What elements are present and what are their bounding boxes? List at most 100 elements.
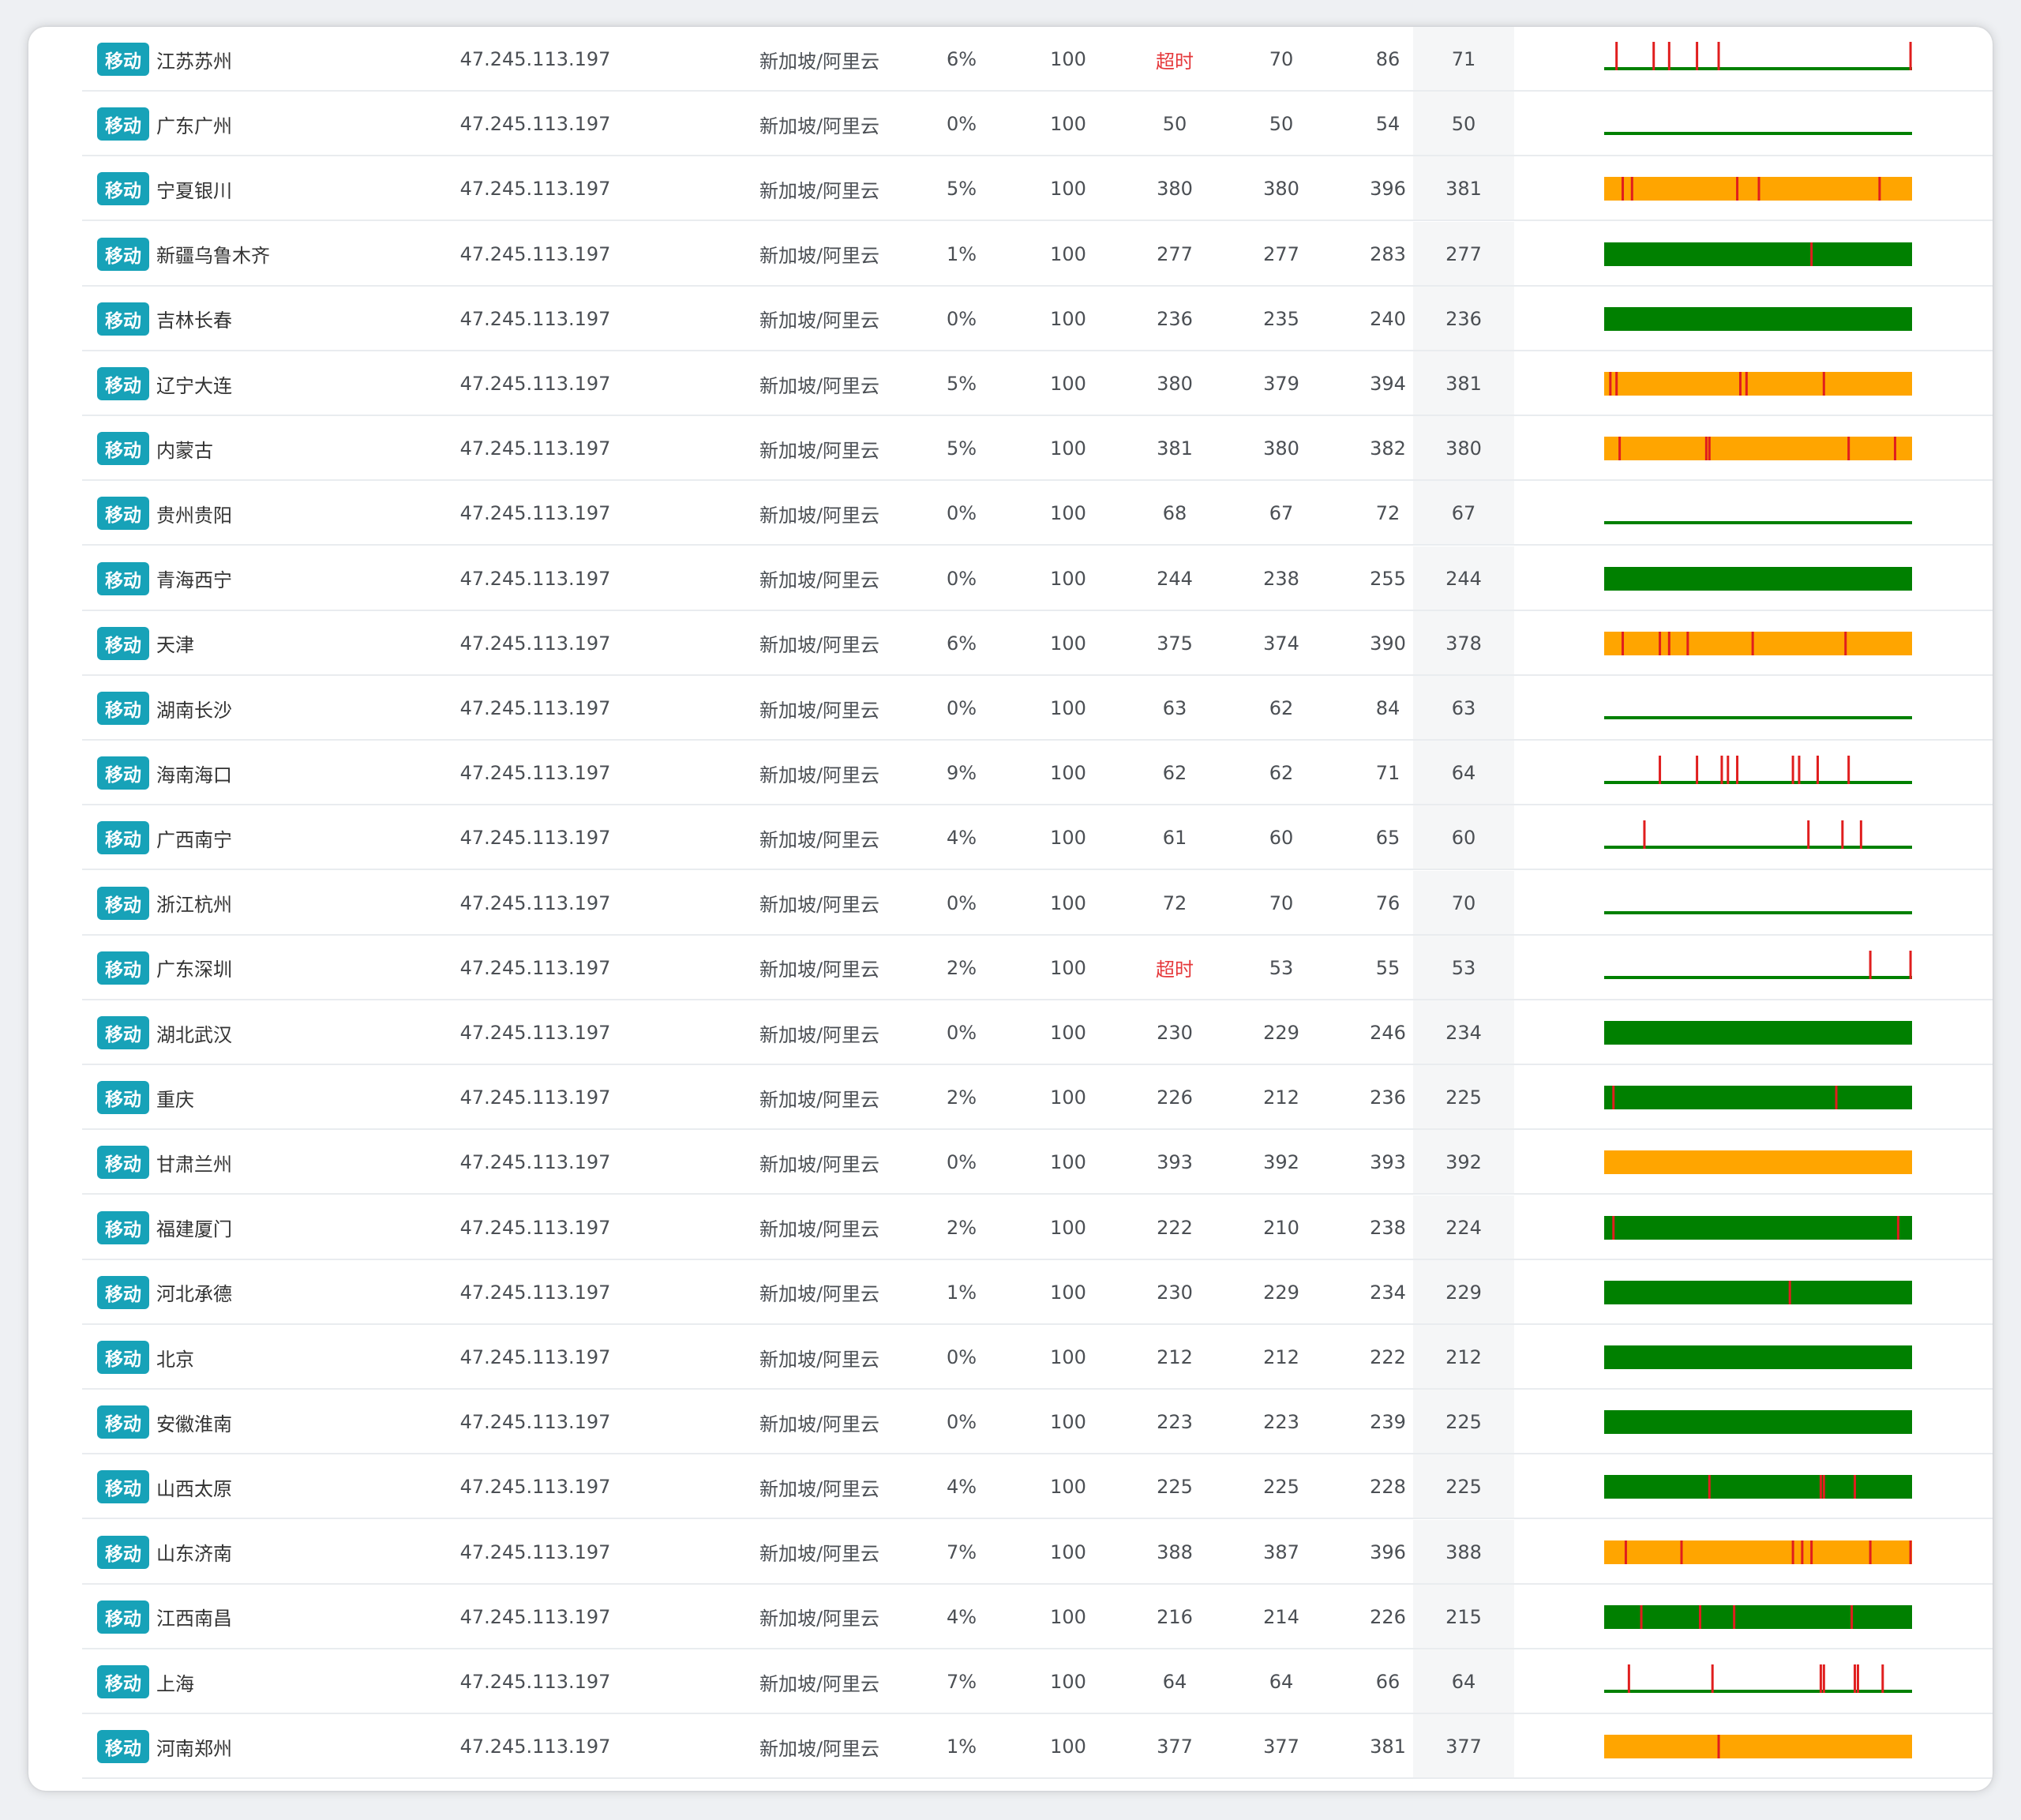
- packet-loss-mark: [1844, 631, 1847, 655]
- avg-latency: 64: [1413, 1649, 1514, 1714]
- packet-loss-mark: [1652, 42, 1655, 70]
- ip-address: 47.245.113.197: [459, 1671, 611, 1693]
- node-label: 新加坡/阿里云: [759, 1608, 880, 1630]
- last-latency: 超时: [1156, 50, 1194, 73]
- avg-latency: 388: [1413, 1519, 1514, 1585]
- best-latency: 225: [1263, 1476, 1299, 1499]
- packet-loss-mark: [1699, 1604, 1702, 1629]
- avg-latency: 377: [1413, 1714, 1514, 1780]
- location-label: 贵州贵阳: [156, 504, 232, 527]
- packet-loss-mark: [1659, 631, 1662, 655]
- worst-latency: 390: [1370, 632, 1406, 655]
- latency-sparkline: [1596, 92, 1912, 156]
- sent-count: 100: [1050, 113, 1086, 136]
- packet-loss-mark: [1717, 42, 1720, 70]
- best-latency: 62: [1269, 697, 1294, 719]
- latency-bar: [1604, 846, 1912, 850]
- packet-loss-mark: [1751, 631, 1754, 655]
- latency-sparkline: [1596, 1260, 1912, 1325]
- isp-badge: 移动: [97, 432, 149, 466]
- isp-badge: 移动: [97, 821, 149, 855]
- isp-badge: 移动: [97, 1146, 149, 1180]
- location-label: 江苏苏州: [156, 50, 232, 73]
- latency-bar: [1604, 1345, 1912, 1369]
- last-latency: 72: [1162, 891, 1187, 914]
- last-latency: 68: [1162, 502, 1187, 525]
- packet-loss-mark: [1696, 42, 1699, 70]
- location-label: 上海: [156, 1672, 194, 1695]
- row-divider: [82, 1518, 1993, 1520]
- sent-count: 100: [1050, 1216, 1086, 1239]
- latency-bar: [1604, 910, 1912, 914]
- location-label: 甘肃兰州: [156, 1153, 232, 1176]
- last-latency: 380: [1157, 178, 1193, 201]
- ip-address: 47.245.113.197: [459, 178, 611, 201]
- latency-bar: [1604, 1690, 1912, 1693]
- latency-sparkline: [1596, 1454, 1912, 1519]
- packet-loss-mark: [1859, 820, 1862, 850]
- row-divider: [82, 609, 1993, 611]
- best-latency: 377: [1263, 1736, 1299, 1758]
- ping-results-card: 移动 江苏苏州 47.245.113.197 新加坡/阿里云 6% 100 超时…: [28, 27, 1993, 1791]
- location-label: 海南海口: [156, 764, 232, 786]
- isp-badge: 移动: [97, 172, 149, 206]
- best-latency: 380: [1263, 437, 1299, 460]
- loss-rate: 1%: [946, 1281, 977, 1304]
- table-row: 移动 海南海口 47.245.113.197 新加坡/阿里云 9% 100 62…: [54, 741, 1993, 806]
- isp-badge: 移动: [97, 692, 149, 725]
- packet-loss-mark: [1810, 1540, 1813, 1564]
- avg-latency: 229: [1413, 1259, 1514, 1325]
- avg-latency: 224: [1413, 1195, 1514, 1260]
- isp-badge: 移动: [97, 1405, 149, 1439]
- latency-sparkline: [1596, 416, 1912, 481]
- worst-latency: 66: [1375, 1671, 1400, 1693]
- packet-loss-mark: [1667, 42, 1670, 70]
- loss-rate: 0%: [946, 697, 977, 719]
- isp-badge: 移动: [97, 951, 149, 985]
- best-latency: 64: [1269, 1671, 1294, 1693]
- node-label: 新加坡/阿里云: [759, 959, 880, 981]
- sent-count: 100: [1050, 762, 1086, 785]
- node-label: 新加坡/阿里云: [759, 1348, 880, 1371]
- avg-latency: 225: [1413, 1065, 1514, 1131]
- ip-address: 47.245.113.197: [459, 1411, 611, 1434]
- table-row: 移动 福建厦门 47.245.113.197 新加坡/阿里云 2% 100 22…: [54, 1195, 1993, 1260]
- ip-address: 47.245.113.197: [459, 1736, 611, 1758]
- sent-count: 100: [1050, 567, 1086, 590]
- location-label: 山西太原: [156, 1477, 232, 1500]
- node-label: 新加坡/阿里云: [759, 1477, 880, 1500]
- best-latency: 229: [1263, 1022, 1299, 1044]
- avg-latency: 236: [1413, 286, 1514, 351]
- last-latency: 377: [1157, 1736, 1193, 1758]
- packet-loss-mark: [1680, 1540, 1683, 1564]
- packet-loss-mark: [1727, 756, 1730, 785]
- table-row: 移动 江苏苏州 47.245.113.197 新加坡/阿里云 6% 100 超时…: [54, 27, 1993, 92]
- worst-latency: 255: [1370, 567, 1406, 590]
- packet-loss-mark: [1801, 1540, 1804, 1564]
- isp-badge: 移动: [97, 756, 149, 790]
- best-latency: 277: [1263, 242, 1299, 265]
- avg-latency: 212: [1413, 1325, 1514, 1390]
- isp-badge: 移动: [97, 1470, 149, 1504]
- loss-rate: 4%: [946, 1476, 977, 1499]
- ip-address: 47.245.113.197: [459, 1151, 611, 1174]
- packet-loss-mark: [1869, 1540, 1872, 1564]
- latency-sparkline: [1596, 1585, 1912, 1649]
- last-latency: 212: [1157, 1346, 1193, 1368]
- row-divider: [82, 284, 1993, 287]
- loss-rate: 9%: [946, 762, 977, 785]
- loss-rate: 5%: [946, 178, 977, 201]
- worst-latency: 396: [1370, 1540, 1406, 1563]
- node-label: 新加坡/阿里云: [759, 1088, 880, 1111]
- row-divider: [82, 1453, 1993, 1455]
- row-divider: [82, 1128, 1993, 1131]
- packet-loss-mark: [1878, 177, 1881, 201]
- row-divider: [82, 220, 1993, 222]
- packet-loss-mark: [1704, 437, 1708, 461]
- sent-count: 100: [1050, 178, 1086, 201]
- worst-latency: 54: [1375, 113, 1400, 136]
- worst-latency: 283: [1370, 242, 1406, 265]
- avg-latency: 234: [1413, 1000, 1514, 1065]
- loss-rate: 4%: [946, 1605, 977, 1628]
- table-row: 移动 广东深圳 47.245.113.197 新加坡/阿里云 2% 100 超时…: [54, 935, 1993, 1000]
